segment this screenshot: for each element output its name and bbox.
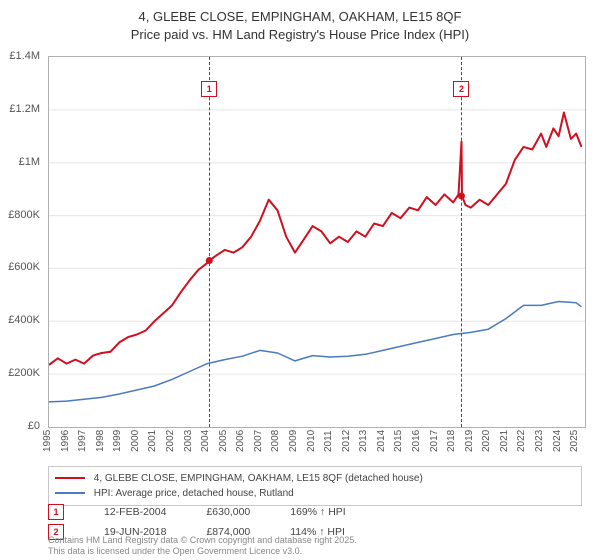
x-tick-label: 2015 bbox=[393, 430, 404, 452]
y-tick-label: £200K bbox=[8, 367, 40, 379]
legend-label-hpi: HPI: Average price, detached house, Rutl… bbox=[94, 488, 294, 499]
x-tick-label: 2024 bbox=[552, 430, 563, 452]
x-tick-label: 2010 bbox=[306, 430, 317, 452]
footnote-line-2: This data is licensed under the Open Gov… bbox=[48, 546, 357, 557]
x-tick-label: 2004 bbox=[200, 430, 211, 452]
y-tick-label: £600K bbox=[8, 261, 40, 273]
x-tick-label: 1997 bbox=[77, 430, 88, 452]
legend-item-price-paid: 4, GLEBE CLOSE, EMPINGHAM, OAKHAM, LE15 … bbox=[55, 471, 575, 486]
marker-vline bbox=[209, 57, 210, 427]
x-tick-label: 2021 bbox=[499, 430, 510, 452]
marker-label-on-chart: 1 bbox=[201, 81, 217, 97]
title-line-1: 4, GLEBE CLOSE, EMPINGHAM, OAKHAM, LE15 … bbox=[0, 8, 600, 26]
marker-label-on-chart: 2 bbox=[453, 81, 469, 97]
x-tick-label: 2017 bbox=[429, 430, 440, 452]
y-tick-label: £0 bbox=[28, 420, 40, 432]
y-tick-label: £1.4M bbox=[9, 50, 40, 62]
y-tick-label: £1.2M bbox=[9, 103, 40, 115]
legend-swatch-price-paid bbox=[55, 477, 85, 479]
x-tick-label: 2025 bbox=[569, 430, 580, 452]
marker-vline bbox=[461, 57, 462, 427]
x-tick-label: 2019 bbox=[464, 430, 475, 452]
x-axis-labels: 1995199619971998199920002001200220032004… bbox=[48, 430, 584, 466]
x-tick-label: 1996 bbox=[60, 430, 71, 452]
x-tick-label: 2003 bbox=[183, 430, 194, 452]
x-tick-label: 2016 bbox=[411, 430, 422, 452]
x-tick-label: 2006 bbox=[235, 430, 246, 452]
x-tick-label: 2020 bbox=[481, 430, 492, 452]
marker-delta-1: 169% ↑ HPI bbox=[290, 506, 345, 518]
footnote-line-1: Contains HM Land Registry data © Crown c… bbox=[48, 535, 357, 546]
legend: 4, GLEBE CLOSE, EMPINGHAM, OAKHAM, LE15 … bbox=[48, 466, 582, 506]
x-tick-label: 2002 bbox=[165, 430, 176, 452]
x-tick-label: 2000 bbox=[130, 430, 141, 452]
legend-swatch-hpi bbox=[55, 492, 85, 494]
x-tick-label: 2005 bbox=[218, 430, 229, 452]
x-tick-label: 2001 bbox=[147, 430, 158, 452]
y-tick-label: £1M bbox=[19, 156, 40, 168]
x-tick-label: 2023 bbox=[534, 430, 545, 452]
x-tick-label: 2013 bbox=[358, 430, 369, 452]
plot-area: 12 bbox=[48, 56, 586, 428]
x-tick-label: 2014 bbox=[376, 430, 387, 452]
x-tick-label: 2022 bbox=[516, 430, 527, 452]
y-axis-labels: £0£200K£400K£600K£800K£1M£1.2M£1.4M bbox=[0, 56, 44, 426]
x-tick-label: 1999 bbox=[112, 430, 123, 452]
x-tick-label: 2007 bbox=[253, 430, 264, 452]
line-chart-svg bbox=[49, 57, 585, 427]
footnote: Contains HM Land Registry data © Crown c… bbox=[48, 535, 357, 557]
title-line-2: Price paid vs. HM Land Registry's House … bbox=[0, 26, 600, 44]
chart-container: 4, GLEBE CLOSE, EMPINGHAM, OAKHAM, LE15 … bbox=[0, 0, 600, 560]
y-tick-label: £800K bbox=[8, 209, 40, 221]
x-tick-label: 2011 bbox=[323, 430, 334, 452]
title-block: 4, GLEBE CLOSE, EMPINGHAM, OAKHAM, LE15 … bbox=[0, 0, 600, 43]
legend-label-price-paid: 4, GLEBE CLOSE, EMPINGHAM, OAKHAM, LE15 … bbox=[94, 473, 423, 484]
x-tick-label: 2012 bbox=[341, 430, 352, 452]
marker-price-1: £630,000 bbox=[206, 506, 250, 518]
x-tick-label: 1995 bbox=[42, 430, 53, 452]
x-tick-label: 2008 bbox=[270, 430, 281, 452]
x-tick-label: 1998 bbox=[95, 430, 106, 452]
legend-item-hpi: HPI: Average price, detached house, Rutl… bbox=[55, 486, 575, 501]
x-tick-label: 2018 bbox=[446, 430, 457, 452]
y-tick-label: £400K bbox=[8, 314, 40, 326]
marker-date-1: 12-FEB-2004 bbox=[104, 506, 166, 518]
x-tick-label: 2009 bbox=[288, 430, 299, 452]
marker-row-1: 1 12-FEB-2004 £630,000 169% ↑ HPI bbox=[48, 504, 582, 520]
marker-badge-1: 1 bbox=[48, 504, 64, 520]
